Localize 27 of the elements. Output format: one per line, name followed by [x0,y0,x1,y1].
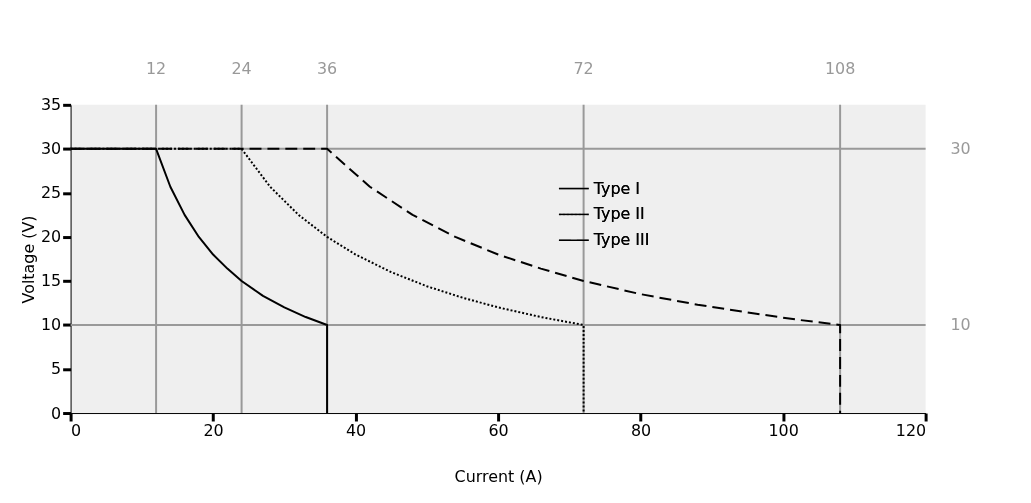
ref-line-label: 10 [950,314,971,334]
x-axis-title: Current (A) [454,467,543,487]
ref-line-label: 36 [316,59,338,79]
ref-line-label: 72 [573,59,594,79]
ref-line-label: 12 [145,59,167,79]
legend-label: Type I [592,178,640,198]
ref-line-label: 108 [824,59,856,79]
y-tick-label: 30 [40,139,62,159]
legend-label: Type III [592,230,650,250]
y-tick-label: 25 [40,183,62,203]
x-tick-label: 80 [630,421,652,441]
legend-label: Type II [592,204,645,224]
y-tick-label: 0 [51,403,62,423]
x-tick-label: 40 [345,421,367,441]
y-tick-label: 10 [40,315,62,335]
x-tick-label: 0 [71,421,82,441]
x-tick-label: 60 [488,421,509,441]
ref-line-label: 30 [950,138,971,158]
y-axis-title: Voltage (V) [18,215,38,304]
x-tick-label: 100 [768,421,799,441]
y-tick-label: 20 [40,227,62,247]
ref-line-label: 24 [231,59,252,79]
y-tick-label: 15 [40,271,62,291]
x-tick-label: 20 [203,421,224,441]
x-tick-label: 120 [895,421,927,441]
y-tick-label: 35 [40,95,62,115]
y-tick-label: 5 [51,359,62,379]
